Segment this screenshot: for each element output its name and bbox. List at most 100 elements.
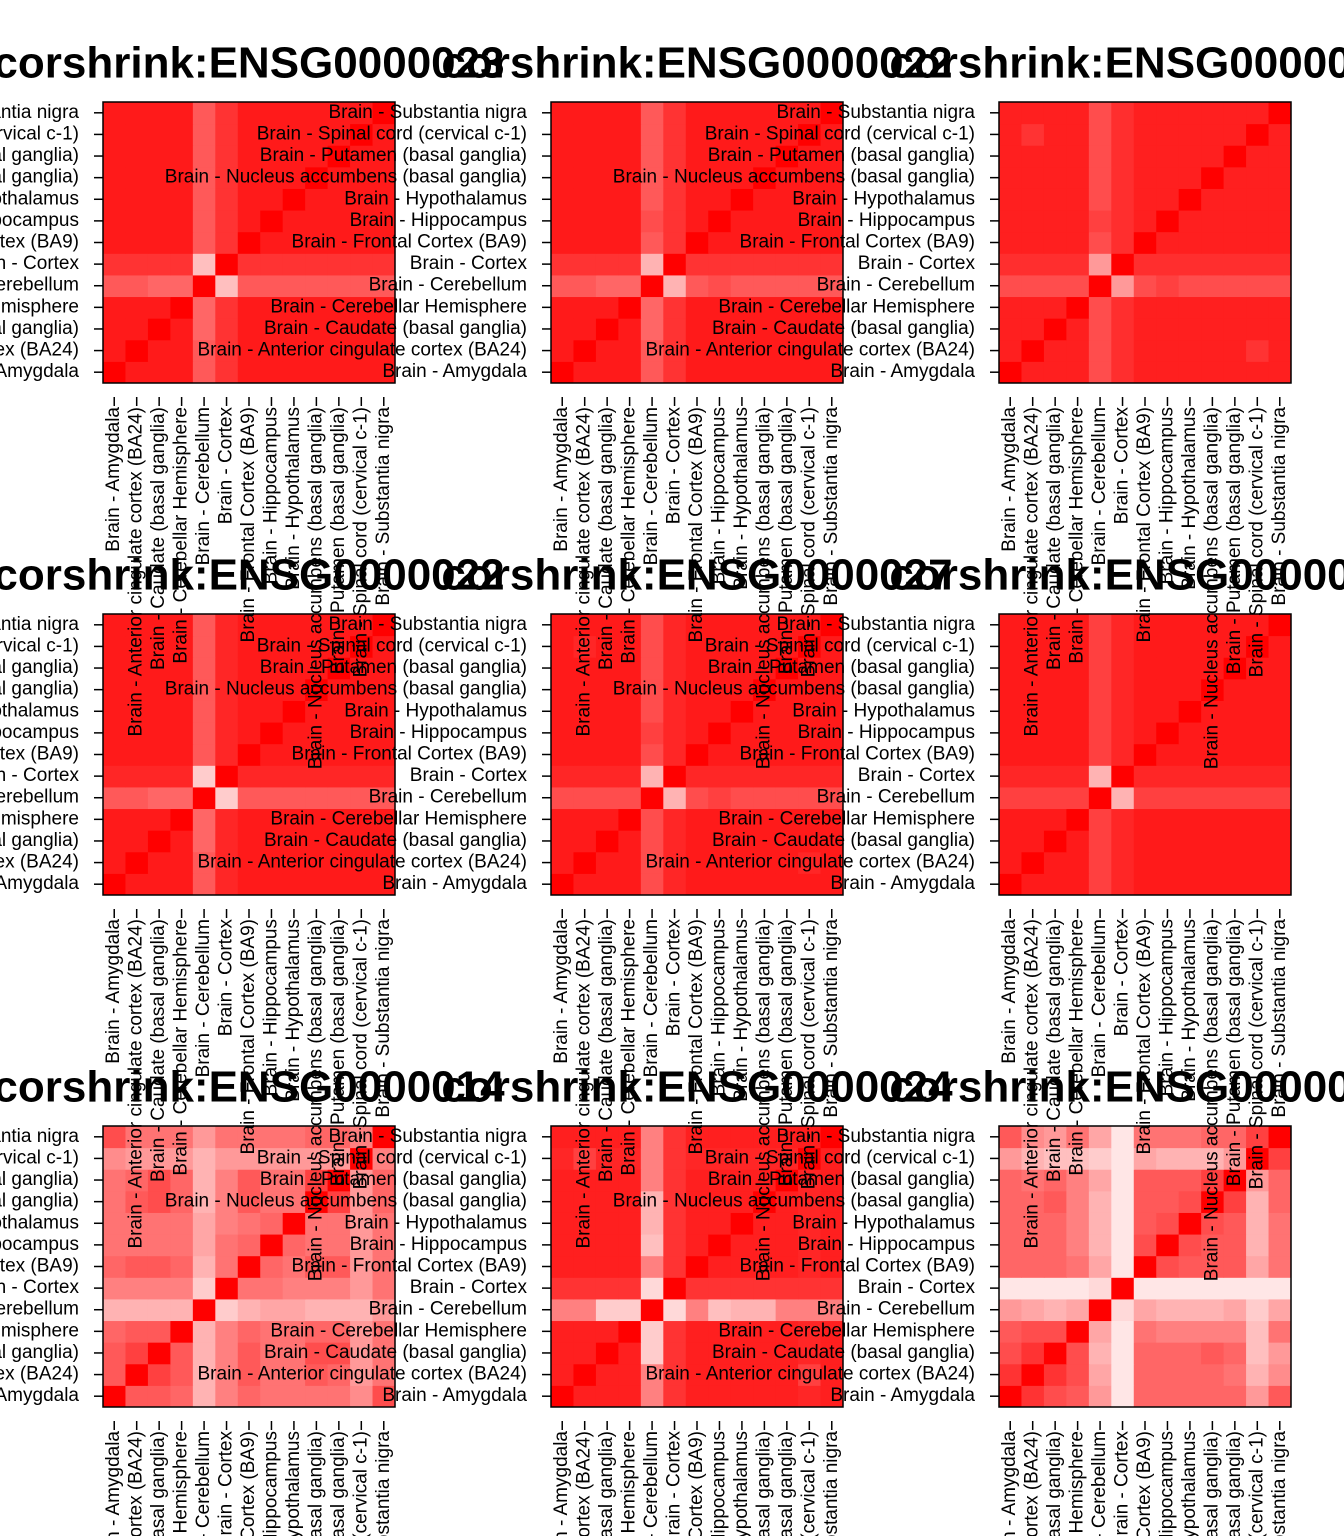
heatmap-cell [147, 1277, 171, 1300]
x-tick-label: Brain - Cerebellum [193, 919, 214, 1077]
heatmap-cell [1268, 145, 1292, 168]
heatmap-cell [1246, 1147, 1270, 1170]
heatmap-cell [595, 614, 619, 637]
heatmap-cell [1268, 743, 1292, 766]
heatmap-cell [1178, 296, 1202, 319]
y-tick-label: Brain - Cortex [410, 765, 528, 786]
heatmap-cell [1066, 1298, 1090, 1322]
heatmap-cell [147, 123, 171, 146]
heatmap-cell [192, 145, 216, 168]
y-tick-label: Brain - Cerebellum [0, 787, 79, 808]
heatmap-cell [775, 873, 799, 896]
y-tick-label: Brain - Cortex [410, 1277, 528, 1298]
heatmap-cell [372, 1363, 396, 1386]
heatmap-cell [1156, 657, 1180, 680]
heatmap-cell [192, 830, 216, 853]
heatmap-cell [147, 786, 171, 810]
heatmap-cell [1223, 1234, 1247, 1257]
heatmap-cell [350, 1277, 374, 1300]
heatmap-cell [192, 1320, 216, 1343]
heatmap-cell [327, 873, 351, 896]
heatmap-cell [192, 296, 216, 319]
x-tick-label: Brain - Caudate (basal ganglia) [148, 919, 169, 1182]
heatmap-cell [798, 339, 822, 362]
heatmap-cell [708, 166, 732, 189]
heatmap-cell [618, 1169, 642, 1192]
heatmap-cell [573, 123, 597, 146]
heatmap-cell [753, 339, 777, 362]
heatmap-cell [350, 210, 374, 233]
heatmap-cell [305, 765, 329, 788]
heatmap-cell [798, 1234, 822, 1257]
x-tick-label: Brain - Anterior cingulate cortex (BA24) [1022, 407, 1043, 737]
heatmap-cell [999, 145, 1022, 168]
heatmap-cell [820, 253, 844, 276]
heatmap-cell [327, 1212, 351, 1235]
heatmap-cell [820, 145, 844, 168]
heatmap-cell [1066, 765, 1090, 788]
heatmap-cell [125, 743, 149, 766]
heatmap-cell [1178, 678, 1202, 701]
heatmap-cell [1156, 231, 1180, 254]
y-tick-label: Brain - Amygdala [382, 1385, 527, 1406]
heatmap-cell [1156, 700, 1180, 723]
y-tick-label: Brain - Anterior cingulate cortex (BA24) [0, 852, 79, 873]
panel-title: corshrink:ENSG0000023 [0, 39, 505, 88]
heatmap-cell [775, 102, 799, 125]
heatmap-cell [1111, 1320, 1135, 1343]
y-tick-label: Brain - Amygdala [830, 1385, 975, 1406]
heatmap-cell [1156, 318, 1180, 341]
heatmap-cell [125, 786, 149, 810]
heatmap-cell [753, 1212, 777, 1235]
heatmap-cell [147, 1298, 171, 1322]
heatmap-cell [372, 635, 396, 658]
heatmap-cell [1201, 1212, 1225, 1235]
x-tick-label: Brain - Nucleus accumbens (basal ganglia… [753, 1431, 774, 1536]
heatmap-cell [573, 808, 597, 831]
heatmap-cell [147, 318, 171, 341]
heatmap-cell [551, 1212, 574, 1235]
heatmap-cell [282, 678, 306, 701]
heatmap-cell [1133, 743, 1157, 766]
heatmap-cell [1021, 830, 1045, 853]
heatmap-cell [215, 253, 239, 276]
heatmap-cell [1156, 102, 1180, 125]
y-tick-label: Brain - Cerebellar Hemisphere [718, 296, 975, 317]
heatmap-cell [1043, 166, 1067, 189]
heatmap-cell [1156, 123, 1180, 146]
heatmap-cell [663, 678, 687, 701]
heatmap-cell [1043, 1298, 1067, 1322]
heatmap-cell [282, 1190, 306, 1213]
heatmap-cell [573, 722, 597, 745]
heatmap-cell [260, 1126, 284, 1149]
heatmap-cell [1021, 851, 1045, 874]
x-tick-label: Brain - Amygdala [551, 407, 572, 552]
heatmap-cell [305, 700, 329, 723]
heatmap-cell [820, 1277, 844, 1300]
heatmap-cell [1223, 786, 1247, 810]
y-tick-label: Brain - Spinal cord (cervical c-1) [257, 123, 527, 144]
heatmap-cell [103, 873, 126, 896]
heatmap-cell [775, 1169, 799, 1192]
x-tick-label: Brain - Caudate (basal ganglia) [148, 407, 169, 670]
heatmap-cell [1066, 635, 1090, 658]
y-tick-label: Brain - Nucleus accumbens (basal ganglia… [165, 167, 527, 188]
heatmap-cell [708, 361, 732, 384]
heatmap-cell [1268, 635, 1292, 658]
heatmap-cell [192, 1147, 216, 1170]
heatmap-cell [372, 678, 396, 701]
cells-layer [94, 101, 1292, 1430]
y-tick-label: Brain - Cortex [0, 765, 79, 786]
heatmap-cell [215, 851, 239, 874]
x-tick-label: Brain - Caudate (basal ganglia) [1044, 407, 1065, 670]
heatmap-cell [999, 1147, 1022, 1170]
y-tick-label: Brain - Substantia nigra [0, 1126, 79, 1147]
heatmap-cell [125, 765, 149, 788]
heatmap-cell [640, 765, 664, 788]
heatmap-cell [753, 765, 777, 788]
heatmap-cell [215, 361, 239, 384]
heatmap-cell [1066, 1212, 1090, 1235]
heatmap-cell [640, 851, 664, 874]
heatmap-cell [170, 231, 194, 254]
heatmap-cell [170, 743, 194, 766]
